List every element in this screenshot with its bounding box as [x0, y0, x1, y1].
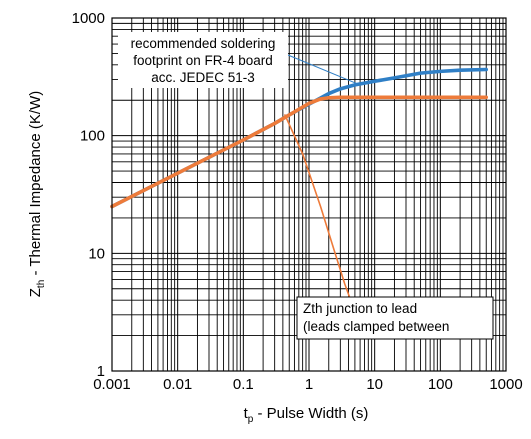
y-axis-label-sub: th: [36, 280, 47, 288]
y-axis-label-main: Z: [27, 288, 44, 297]
x-tick-label: 10: [366, 376, 383, 393]
x-tick-label: 100: [428, 376, 453, 393]
zth-annotation: Zth junction to lead (leads clamped betw…: [296, 296, 494, 340]
soldering-note-box: [118, 32, 288, 88]
y-axis-label: Zth - Thermal Impedance (K/W): [27, 91, 47, 297]
x-tick-label: 1000: [489, 376, 522, 393]
plot-frame: [111, 17, 507, 372]
soldering-leader-line: [287, 54, 361, 86]
x-axis-label-rest: - Pulse Width (s): [253, 405, 368, 422]
soldering-note-line-2: footprint on FR-4 board: [133, 53, 273, 68]
y-tick-labels: 1 10 100 1000: [72, 10, 105, 380]
x-tick-label: 0.01: [163, 376, 192, 393]
x-axis-label: tp - Pulse Width (s): [244, 405, 369, 425]
y-axis-label-rest: - Thermal Impedance (K/W): [27, 91, 44, 280]
y-tick-label: 1000: [72, 10, 105, 27]
zth-note-box: [296, 296, 494, 340]
soldering-note-line-3: acc. JEDEC 51-3: [151, 70, 255, 85]
y-tick-label: 10: [88, 245, 105, 262]
x-tick-label: 0.001: [93, 376, 131, 393]
soldering-annotation: recommended soldering footprint on FR-4 …: [118, 32, 361, 88]
y-tick-label: 1: [97, 363, 105, 380]
series-line-2: [110, 95, 489, 209]
series-line-3: [284, 114, 354, 308]
series-group: [110, 67, 489, 308]
soldering-note-line-1: recommended soldering: [131, 36, 276, 51]
x-tick-label: 0.1: [233, 376, 254, 393]
x-tick-label: 1: [305, 376, 313, 393]
zth-note-line-1: Zth junction to lead: [303, 301, 417, 316]
y-tick-label: 100: [80, 128, 105, 145]
x-tick-labels: 0.001 0.01 0.1 1 10 100 1000: [93, 376, 522, 393]
x-axis-label-main: t: [244, 405, 249, 422]
x-axis-label-sub: p: [248, 414, 254, 425]
zth-note-line-2: (leads clamped between: [303, 319, 449, 334]
